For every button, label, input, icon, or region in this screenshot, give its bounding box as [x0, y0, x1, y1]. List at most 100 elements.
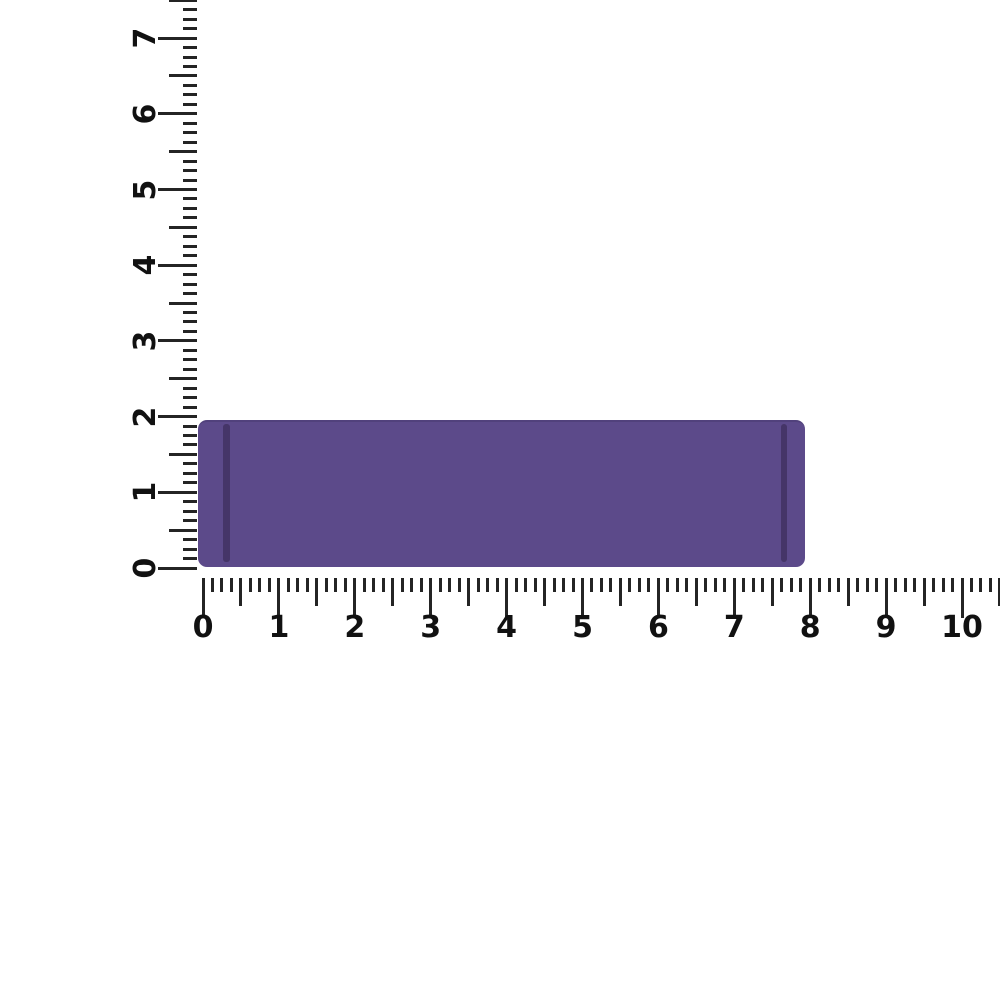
horizontal-ruler-tick-minor — [713, 578, 717, 592]
vertical-ruler-tick-major — [157, 566, 197, 570]
horizontal-ruler-tick-minor — [334, 578, 338, 592]
vertical-ruler-tick-minor — [183, 102, 197, 106]
vertical-ruler-tick-minor — [183, 292, 197, 296]
vertical-ruler-tick-medium — [168, 377, 197, 381]
horizontal-ruler-tick-major — [429, 578, 433, 618]
horizontal-ruler-tick-minor — [419, 578, 423, 592]
vertical-ruler-tick-minor — [183, 216, 197, 220]
horizontal-ruler-tick-minor — [637, 578, 641, 592]
vertical-ruler-tick-minor — [183, 358, 197, 362]
horizontal-ruler-tick-minor — [400, 578, 404, 592]
object-left-groove — [222, 423, 230, 562]
object-right-groove — [781, 423, 787, 562]
vertical-ruler-tick-minor — [183, 55, 197, 59]
vertical-ruler-tick-minor — [183, 443, 197, 447]
horizontal-ruler-tick-minor — [448, 578, 452, 592]
vertical-ruler-tick-medium — [168, 74, 197, 78]
vertical-ruler-tick-medium — [168, 528, 197, 532]
horizontal-ruler-tick-minor — [988, 578, 992, 592]
horizontal-ruler-tick-minor — [220, 578, 224, 592]
horizontal-ruler-tick-minor — [381, 578, 385, 592]
horizontal-ruler-tick-minor — [675, 578, 679, 592]
vertical-ruler-label: 2 — [128, 406, 163, 428]
horizontal-ruler-tick-minor — [704, 578, 708, 592]
horizontal-ruler-tick-minor — [979, 578, 983, 592]
horizontal-ruler-tick-medium — [922, 578, 926, 606]
horizontal-ruler-tick-minor — [343, 578, 347, 592]
horizontal-ruler-label: 8 — [799, 610, 821, 645]
horizontal-ruler-tick-minor — [799, 578, 803, 592]
vertical-ruler-tick-minor — [183, 235, 197, 239]
horizontal-ruler-tick-medium — [998, 578, 1000, 606]
vertical-ruler-tick-major — [157, 339, 197, 343]
vertical-ruler-tick-minor — [183, 131, 197, 135]
vertical-ruler-tick-minor — [183, 206, 197, 210]
horizontal-ruler-tick-minor — [533, 578, 537, 592]
horizontal-ruler-label: 0 — [192, 610, 214, 645]
horizontal-ruler-tick-minor — [903, 578, 907, 592]
horizontal-ruler-label: 3 — [420, 610, 442, 645]
vertical-ruler-label: 6 — [128, 103, 163, 125]
horizontal-ruler-tick-medium — [694, 578, 698, 606]
horizontal-ruler-tick-medium — [391, 578, 395, 606]
vertical-ruler-label: 5 — [128, 179, 163, 200]
horizontal-ruler-tick-minor — [913, 578, 917, 592]
horizontal-ruler-tick-medium — [846, 578, 850, 606]
horizontal-ruler-tick-minor — [362, 578, 366, 592]
horizontal-ruler-label: 9 — [875, 610, 897, 645]
horizontal-ruler-tick-major — [656, 578, 660, 618]
vertical-ruler-tick-minor — [183, 46, 197, 50]
horizontal-ruler-tick-minor — [438, 578, 442, 592]
vertical-ruler-tick-minor — [183, 471, 197, 475]
vertical-ruler-tick-minor — [183, 500, 197, 504]
vertical-ruler-tick-minor — [183, 93, 197, 97]
horizontal-ruler-tick-minor — [286, 578, 290, 592]
vertical-ruler-tick-minor — [183, 557, 197, 561]
horizontal-ruler-tick-minor — [865, 578, 869, 592]
horizontal-ruler-label: 7 — [723, 610, 745, 645]
horizontal-ruler-label: 10 — [941, 610, 983, 645]
vertical-ruler-label: 0 — [128, 557, 163, 579]
vertical-ruler-label: 4 — [128, 254, 163, 276]
horizontal-ruler-tick-minor — [751, 578, 755, 592]
vertical-ruler-tick-minor — [183, 405, 197, 409]
horizontal-ruler-tick-minor — [628, 578, 632, 592]
vertical-ruler-tick-minor — [183, 27, 197, 31]
vertical-ruler-tick-medium — [168, 452, 197, 456]
vertical-ruler-tick-medium — [168, 225, 197, 229]
vertical-ruler-tick-minor — [183, 273, 197, 277]
horizontal-ruler-tick-major — [808, 578, 812, 618]
horizontal-ruler-tick-medium — [315, 578, 319, 606]
vertical-ruler-tick-medium — [168, 301, 197, 305]
vertical-ruler-tick-minor — [183, 481, 197, 485]
horizontal-ruler-tick-minor — [742, 578, 746, 592]
horizontal-ruler-label: 1 — [268, 610, 290, 645]
vertical-ruler-tick-minor — [183, 462, 197, 466]
horizontal-ruler-tick-minor — [723, 578, 727, 592]
vertical-ruler-tick-minor — [183, 282, 197, 286]
horizontal-ruler-tick-minor — [457, 578, 461, 592]
horizontal-ruler-tick-minor — [599, 578, 603, 592]
horizontal-ruler-tick-minor — [486, 578, 490, 592]
horizontal-ruler-tick-minor — [685, 578, 689, 592]
vertical-ruler-tick-minor — [183, 424, 197, 428]
vertical-ruler-tick-major — [157, 415, 197, 419]
vertical-ruler-tick-minor — [183, 83, 197, 87]
horizontal-ruler-tick-minor — [818, 578, 822, 592]
horizontal-ruler-tick-minor — [761, 578, 765, 592]
vertical-ruler-tick-minor — [183, 178, 197, 182]
horizontal-ruler-label: 5 — [572, 610, 593, 645]
horizontal-ruler-tick-minor — [941, 578, 945, 592]
horizontal-ruler-tick-minor — [410, 578, 414, 592]
horizontal-ruler-tick-minor — [476, 578, 480, 592]
vertical-ruler-tick-minor — [183, 434, 197, 438]
vertical-ruler-tick-minor — [183, 121, 197, 125]
vertical-ruler-tick-minor — [183, 509, 197, 513]
vertical-ruler-tick-minor — [183, 386, 197, 390]
horizontal-ruler-tick-medium — [543, 578, 547, 606]
horizontal-ruler-tick-minor — [780, 578, 784, 592]
horizontal-ruler-tick-minor — [837, 578, 841, 592]
vertical-ruler-tick-minor — [183, 169, 197, 173]
horizontal-ruler-tick-minor — [229, 578, 233, 592]
